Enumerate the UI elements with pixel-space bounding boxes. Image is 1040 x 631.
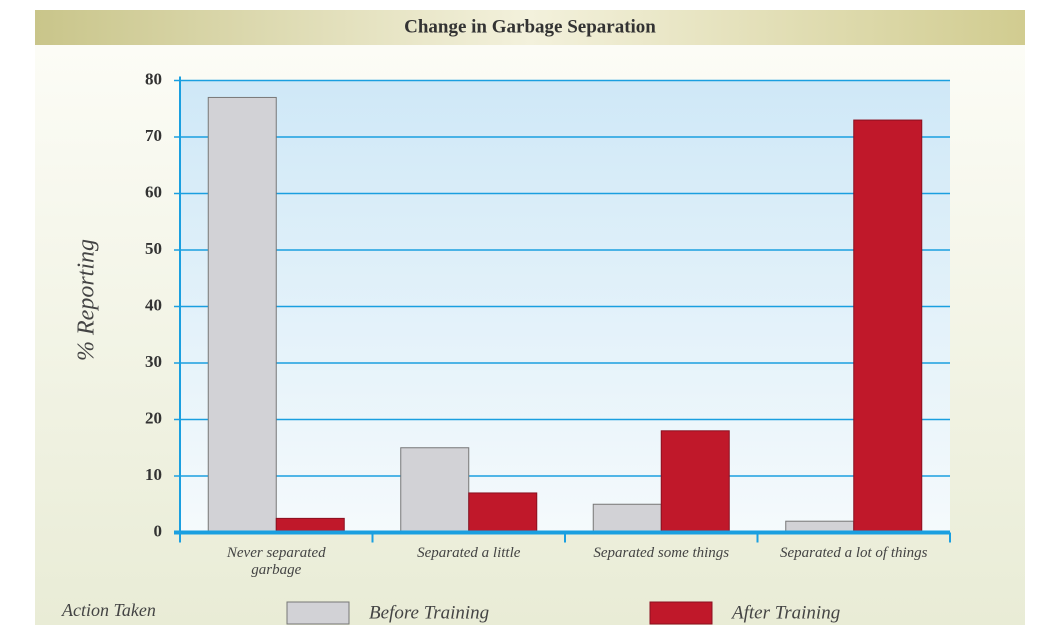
- legend-swatch: [649, 601, 713, 625]
- y-tick-label: 30: [145, 352, 162, 371]
- bar: [660, 430, 730, 533]
- chart-title: Change in Garbage Separation: [404, 16, 656, 37]
- x-axis-label: Action Taken: [61, 600, 156, 620]
- legend-label: After Training: [730, 602, 840, 623]
- y-axis-label: % Reporting: [74, 239, 100, 361]
- y-tick-label: 40: [145, 295, 162, 314]
- y-tick-label: 20: [145, 408, 162, 427]
- y-tick-label: 50: [145, 239, 162, 258]
- x-tick-label: Separated a lot of things: [780, 545, 928, 561]
- y-tick-label: 80: [145, 69, 162, 88]
- title-band: [35, 10, 1025, 45]
- x-tick-label: Separated some things: [593, 545, 730, 561]
- y-tick-label: 10: [145, 465, 162, 484]
- x-tick-label: Never separated garbage: [226, 545, 326, 578]
- bar: [207, 96, 277, 533]
- y-tick-label: 60: [145, 182, 162, 201]
- legend-label: Before Training: [369, 602, 489, 623]
- bar: [400, 447, 470, 533]
- bar: [468, 492, 538, 534]
- y-tick-label: 70: [145, 126, 162, 145]
- bar: [853, 119, 923, 534]
- bar: [592, 503, 662, 533]
- bar: [275, 517, 345, 533]
- y-tick-label: 0: [154, 521, 163, 540]
- legend-swatch: [286, 601, 350, 625]
- x-tick-label: Separated a little: [417, 545, 521, 561]
